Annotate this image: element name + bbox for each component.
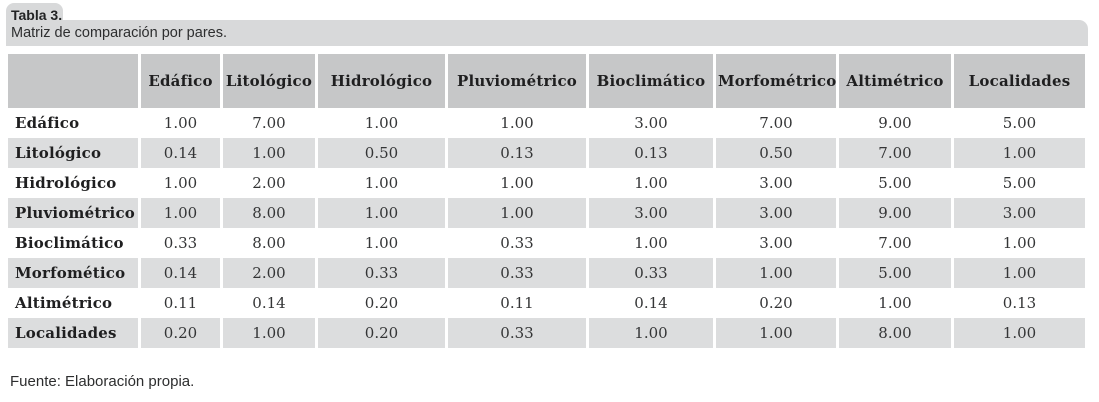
value-cell: 1.00	[163, 114, 198, 132]
table-row: Hidrológico 1.00 2.00 1.00 1.00 1.00 3.00 5.00 5…	[8, 168, 1085, 198]
value-cell: 0.33	[500, 234, 534, 252]
row-label: Pluviométrico	[8, 198, 138, 228]
value-cell: 1.00	[589, 318, 713, 348]
value-cell: 1.00	[716, 258, 836, 288]
value-cell: 0.14	[141, 258, 220, 288]
corner-cell	[8, 54, 138, 108]
value-cell: 0.20	[759, 294, 793, 312]
value-cell: 1.00	[954, 138, 1085, 168]
value-cell: 3.00	[954, 198, 1085, 228]
value-cell: 0.50	[318, 138, 445, 168]
value-cell: 0.14	[252, 294, 286, 312]
value-cell: 7.00	[839, 138, 951, 168]
column-header: Bioclimático	[589, 54, 713, 108]
row-label: Bioclimático	[15, 234, 124, 252]
value-cell: 1.00	[223, 138, 315, 168]
column-header: Localidades	[954, 54, 1085, 108]
row-label: Litológico	[8, 138, 138, 168]
value-cell: 1.00	[878, 294, 912, 312]
value-cell: 0.11	[163, 294, 198, 312]
row-label: Edáfico	[15, 114, 80, 132]
value-cell: 1.00	[716, 318, 836, 348]
value-cell: 1.00	[954, 258, 1085, 288]
table-row: Altimétrico 0.11 0.14 0.20 0.11 0.14 0.20 1.00 0…	[8, 288, 1085, 318]
value-cell: 8.00	[223, 198, 315, 228]
column-header: Litológico	[223, 54, 315, 108]
value-cell: 0.11	[500, 294, 534, 312]
table-row: Edáfico 1.00 7.00 1.00 1.00 3.00 7.00 9.00 5.00	[8, 108, 1085, 138]
value-cell: 0.20	[141, 318, 220, 348]
value-cell: 1.00	[500, 174, 534, 192]
value-cell: 3.00	[759, 234, 793, 252]
caption-tab-shape	[6, 3, 63, 25]
row-label: Altimétrico	[15, 294, 113, 312]
pairwise-comparison-table: Edáfico Litológico Hidrológico Pluviométric…	[5, 54, 1088, 348]
value-cell: 1.00	[634, 234, 668, 252]
value-cell: 3.00	[589, 198, 713, 228]
value-cell: 0.33	[448, 318, 586, 348]
value-cell: 1.00	[500, 114, 534, 132]
value-cell: 0.14	[634, 294, 668, 312]
value-cell: 0.13	[589, 138, 713, 168]
value-cell: 5.00	[1002, 114, 1037, 132]
row-label: Morfomético	[8, 258, 138, 288]
table-caption-label: Tabla 3.	[11, 7, 63, 23]
value-cell: 7.00	[252, 114, 286, 132]
row-label: Hidrológico	[15, 174, 117, 192]
table-row: Litológico 0.14 1.00 0.50 0.13 0.13 0.50 7.00 1.…	[8, 138, 1085, 168]
value-cell: 0.20	[364, 294, 399, 312]
value-cell: 5.00	[878, 174, 912, 192]
value-cell: 0.13	[1002, 294, 1037, 312]
column-header: Pluviométrico	[448, 54, 586, 108]
value-cell: 0.50	[716, 138, 836, 168]
value-cell: 1.00	[1002, 234, 1037, 252]
value-cell: 1.00	[954, 318, 1085, 348]
value-cell: 1.00	[448, 198, 586, 228]
value-cell: 1.00	[364, 174, 399, 192]
value-cell: 1.00	[364, 234, 399, 252]
value-cell: 0.33	[448, 258, 586, 288]
column-header: Morfométrico	[716, 54, 836, 108]
column-header: Hidrológico	[318, 54, 445, 108]
value-cell: 1.00	[364, 114, 399, 132]
table-caption-title: Matriz de comparación por pares.	[11, 25, 227, 41]
value-cell: 1.00	[318, 198, 445, 228]
value-cell: 0.33	[589, 258, 713, 288]
value-cell: 5.00	[1002, 174, 1037, 192]
column-header: Altimétrico	[839, 54, 951, 108]
value-cell: 1.00	[141, 198, 220, 228]
value-cell: 0.20	[318, 318, 445, 348]
value-cell: 0.13	[448, 138, 586, 168]
value-cell: 9.00	[839, 198, 951, 228]
value-cell: 5.00	[839, 258, 951, 288]
value-cell: 7.00	[759, 114, 793, 132]
value-cell: 3.00	[716, 198, 836, 228]
table-row: Morfomético 0.14 2.00 0.33 0.33 0.33 1.00 5.00 1…	[8, 258, 1085, 288]
header-row: Edáfico Litológico Hidrológico Pluviométric…	[8, 54, 1085, 108]
value-cell: 2.00	[223, 258, 315, 288]
value-cell: 8.00	[839, 318, 951, 348]
table-row: Bioclimático 0.33 8.00 1.00 0.33 1.00 3.00 7.00…	[8, 228, 1085, 258]
value-cell: 0.33	[163, 234, 198, 252]
value-cell: 3.00	[759, 174, 793, 192]
row-label: Localidades	[8, 318, 138, 348]
value-cell: 9.00	[878, 114, 912, 132]
table-row: Pluviométrico 1.00 8.00 1.00 1.00 3.00 3.00 9.0…	[8, 198, 1085, 228]
value-cell: 1.00	[634, 174, 668, 192]
value-cell: 1.00	[223, 318, 315, 348]
value-cell: 1.00	[163, 174, 198, 192]
value-cell: 0.14	[141, 138, 220, 168]
column-header: Edáfico	[141, 54, 220, 108]
value-cell: 2.00	[252, 174, 286, 192]
table-source-note: Fuente: Elaboración propia.	[10, 373, 195, 390]
value-cell: 0.33	[318, 258, 445, 288]
caption-band	[6, 20, 1088, 46]
value-cell: 3.00	[634, 114, 668, 132]
value-cell: 8.00	[252, 234, 286, 252]
table-row: Localidades 0.20 1.00 0.20 0.33 1.00 1.00 8.00 1…	[8, 318, 1085, 348]
value-cell: 7.00	[878, 234, 912, 252]
